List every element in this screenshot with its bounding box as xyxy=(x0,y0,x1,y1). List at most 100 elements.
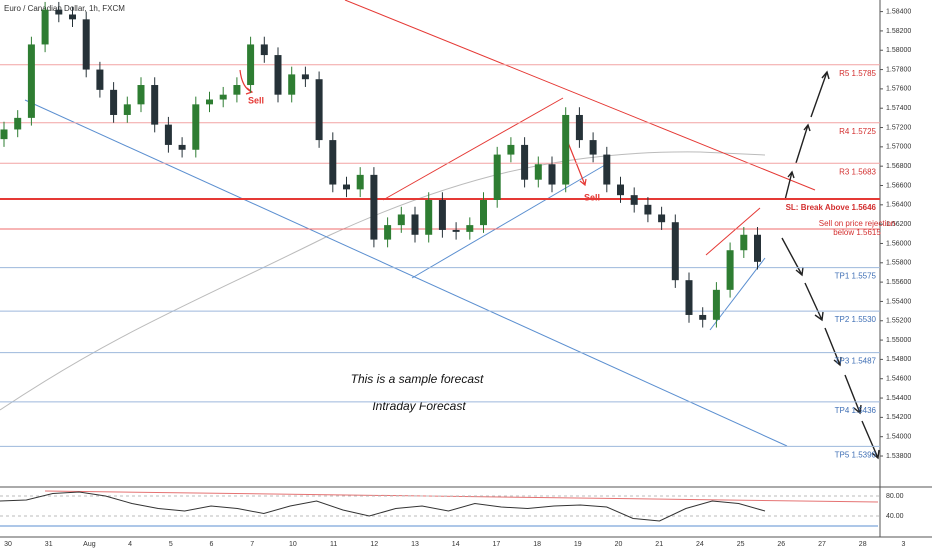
candle-body xyxy=(617,184,624,196)
candle-body xyxy=(69,14,76,20)
channel-line xyxy=(705,207,761,256)
candle-body xyxy=(219,94,227,100)
y-tick-label: 1.55000 xyxy=(886,337,911,344)
y-tick-label: 1.54800 xyxy=(886,356,911,363)
sell-label: Sell xyxy=(584,192,600,202)
y-tick-label: 1.55200 xyxy=(886,318,911,325)
level-label: TP3 1.5487 xyxy=(835,357,877,366)
candle-body xyxy=(370,174,378,240)
candle-body xyxy=(562,114,570,185)
x-tick-label: 13 xyxy=(411,541,419,548)
y-tick-label: 1.54600 xyxy=(886,376,911,383)
level-label: TP5 1.5390 xyxy=(835,450,877,459)
candle-body xyxy=(110,89,118,115)
y-tick-label: 1.55600 xyxy=(886,279,911,286)
trend-line xyxy=(24,99,788,447)
y-tick-label: 1.54200 xyxy=(886,414,911,421)
x-tick-label: 12 xyxy=(370,541,378,548)
y-tick-label: 1.56600 xyxy=(886,182,911,189)
candle-body xyxy=(137,85,145,105)
candle-body xyxy=(480,199,487,226)
candle-body xyxy=(315,79,323,141)
chart-title: Euro / Canadian Dollar, 1h, FXCM xyxy=(4,4,125,13)
y-tick-label: 1.55400 xyxy=(886,298,911,305)
candle-body xyxy=(178,144,186,150)
candles xyxy=(0,1,761,328)
candle-body xyxy=(521,144,529,180)
candle-body xyxy=(123,104,131,115)
x-tick-label: 18 xyxy=(533,541,541,548)
x-tick-label: 21 xyxy=(655,541,663,548)
candle-body xyxy=(630,195,638,205)
candle-body xyxy=(82,19,90,70)
candle-body xyxy=(425,199,433,235)
level-label: below 1.5615 xyxy=(833,228,881,237)
sell-label: Sell xyxy=(248,95,264,105)
candle-body xyxy=(55,9,63,15)
y-tick-label: 1.55800 xyxy=(886,260,911,267)
y-tick-label: 1.54400 xyxy=(886,395,911,402)
x-tick-label: Aug xyxy=(83,541,96,548)
y-tick-label: 1.57000 xyxy=(886,144,911,151)
candle-body xyxy=(589,140,597,155)
forecast-arrows xyxy=(781,70,880,460)
candle-body xyxy=(644,204,652,215)
candle-body xyxy=(343,184,350,190)
rsi-tick-label: 80.00 xyxy=(886,493,904,500)
candle-body xyxy=(534,164,542,180)
candle-body xyxy=(699,314,707,320)
candle-body xyxy=(356,174,364,190)
candle-body xyxy=(754,234,761,262)
channel-line xyxy=(382,97,564,201)
x-tick-label: 28 xyxy=(859,541,867,548)
trend-line xyxy=(344,0,816,191)
level-label: TP2 1.5530 xyxy=(835,315,877,324)
candle-body xyxy=(206,99,213,105)
candle-body xyxy=(192,104,200,150)
level-label: TP4 1.5436 xyxy=(835,406,877,415)
candle-body xyxy=(740,234,748,251)
y-tick-label: 1.57400 xyxy=(886,105,911,112)
candle-body xyxy=(452,229,460,232)
x-tick-label: 19 xyxy=(574,541,582,548)
candle-body xyxy=(164,124,172,145)
level-label: R3 1.5683 xyxy=(839,167,876,176)
y-tick-label: 1.56800 xyxy=(886,163,911,170)
x-tick-label: 4 xyxy=(128,541,132,548)
level-label: R4 1.5725 xyxy=(839,127,876,136)
annotation: This is a sample forecast xyxy=(351,372,484,386)
x-tick-label: 6 xyxy=(210,541,214,548)
candle-body xyxy=(301,74,309,80)
candle-body xyxy=(0,129,8,140)
candle-body xyxy=(247,44,255,86)
x-tick-label: 3 xyxy=(901,541,905,548)
y-tick-label: 1.57800 xyxy=(886,66,911,73)
candle-body xyxy=(260,44,268,56)
candle-body xyxy=(384,225,392,240)
x-tick-label: 27 xyxy=(818,541,826,548)
candle-body xyxy=(466,225,474,232)
candle-body xyxy=(329,140,337,185)
x-tick-label: 11 xyxy=(330,541,337,548)
x-tick-label: 20 xyxy=(615,541,623,548)
candle-body xyxy=(493,154,501,200)
candle-body xyxy=(397,214,405,226)
y-tick-label: 1.53800 xyxy=(886,453,911,460)
candle-body xyxy=(603,154,611,185)
candle-body xyxy=(726,250,734,290)
candle-body xyxy=(671,222,679,281)
y-tick-label: 1.58400 xyxy=(886,8,911,15)
rsi-trend-line xyxy=(44,490,879,503)
candle-body xyxy=(658,214,666,223)
y-tick-label: 1.57600 xyxy=(886,86,911,93)
level-label: R5 1.5785 xyxy=(839,69,876,78)
candle-body xyxy=(548,164,556,185)
candle-body xyxy=(411,214,419,235)
candle-body xyxy=(507,144,515,155)
candle-body xyxy=(233,85,241,95)
level-label: Sell on price rejection xyxy=(819,219,895,228)
annotation: Intraday Forecast xyxy=(372,399,466,413)
x-tick-label: 7 xyxy=(250,541,254,548)
x-tick-label: 31 xyxy=(45,541,53,548)
